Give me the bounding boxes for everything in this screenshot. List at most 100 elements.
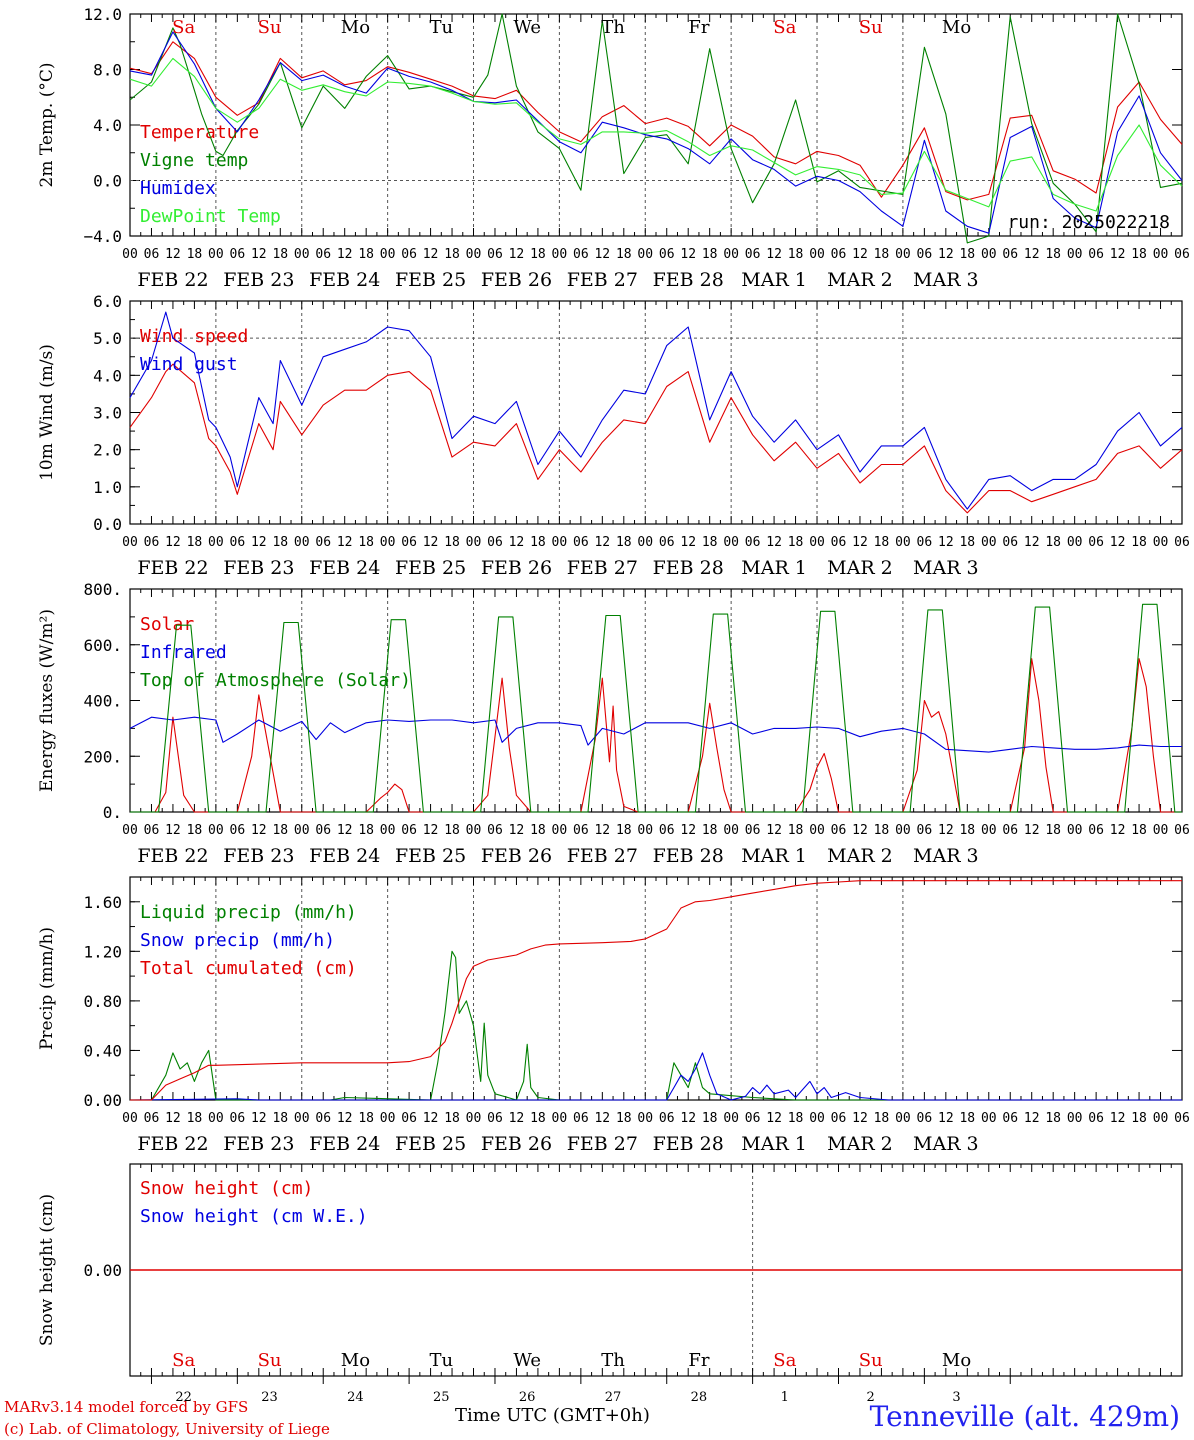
day-number-label: 1 — [781, 1390, 789, 1405]
y-axis-label: Energy fluxes (W/m²) — [37, 609, 57, 792]
series-line-top-of-atmosphere-solar- — [130, 603, 1182, 813]
hour-tick-label: 12 — [1110, 247, 1126, 262]
hour-tick-label: 06 — [917, 535, 933, 550]
hour-tick-label: 00 — [552, 247, 568, 262]
hour-tick-label: 06 — [1174, 823, 1190, 838]
hour-tick-label: 18 — [874, 247, 890, 262]
day-number-label: 2 — [867, 1390, 875, 1405]
hour-tick-label: 00 — [294, 1111, 310, 1126]
hour-tick-label: 06 — [1002, 535, 1018, 550]
date-label: FEB 22 — [137, 557, 208, 579]
y-tick-label: 3.0 — [93, 404, 122, 423]
hour-tick-label: 12 — [1024, 535, 1040, 550]
hour-tick-label: 12 — [680, 1111, 696, 1126]
hour-tick-label: 06 — [831, 535, 847, 550]
hour-tick-label: 00 — [981, 1111, 997, 1126]
legend-entry: Humidex — [140, 178, 216, 199]
hour-tick-label: 18 — [358, 247, 374, 262]
hour-tick-label: 12 — [852, 823, 868, 838]
hour-tick-label: 18 — [1131, 1111, 1147, 1126]
hour-tick-label: 12 — [766, 823, 782, 838]
weekday-label: Su — [258, 17, 282, 38]
date-label: MAR 1 — [741, 557, 807, 579]
legend-entry: Wind speed — [140, 326, 248, 347]
series-line-liquid-precip-mm-h- — [130, 950, 1182, 1101]
legend-entry: Temperature — [140, 122, 259, 143]
hour-tick-label: 06 — [1002, 247, 1018, 262]
y-tick-label: 600. — [83, 636, 122, 655]
hour-tick-label: 06 — [1174, 535, 1190, 550]
hour-tick-label: 00 — [380, 535, 396, 550]
hour-tick-label: 12 — [680, 535, 696, 550]
weekday-label: Mo — [341, 1350, 370, 1371]
hour-tick-label: 18 — [788, 535, 804, 550]
hour-tick-label: 06 — [1088, 1111, 1104, 1126]
date-label: FEB 23 — [223, 845, 294, 867]
hour-tick-label: 18 — [1131, 823, 1147, 838]
weekday-label: Sa — [773, 17, 796, 38]
hour-tick-label: 00 — [1153, 823, 1169, 838]
date-label: FEB 26 — [481, 557, 552, 579]
y-tick-label: 8.0 — [93, 61, 122, 80]
hour-tick-label: 06 — [745, 823, 761, 838]
hour-tick-label: 18 — [187, 535, 203, 550]
hour-tick-label: 18 — [959, 535, 975, 550]
weekday-label: Th — [601, 17, 625, 38]
hour-tick-label: 18 — [358, 535, 374, 550]
hour-tick-label: 18 — [702, 247, 718, 262]
day-number-label: 27 — [605, 1390, 622, 1405]
y-tick-label: 400. — [83, 692, 122, 711]
hour-tick-label: 06 — [917, 823, 933, 838]
hour-tick-label: 12 — [165, 823, 181, 838]
legend-entry: Snow precip (mm/h) — [140, 930, 335, 951]
hour-tick-label: 00 — [981, 823, 997, 838]
weekday-label: Tu — [430, 17, 454, 38]
hour-tick-label: 12 — [766, 247, 782, 262]
hour-tick-label: 18 — [444, 247, 460, 262]
legend-entry: Vigne temp — [140, 150, 248, 171]
date-label: MAR 3 — [913, 557, 979, 579]
hour-tick-label: 00 — [637, 535, 653, 550]
hour-tick-label: 06 — [144, 1111, 160, 1126]
date-label: MAR 2 — [827, 845, 893, 867]
hour-tick-label: 06 — [230, 823, 246, 838]
plot-frame — [129, 13, 1183, 237]
hour-tick-label: 06 — [573, 535, 589, 550]
hour-tick-label: 18 — [358, 823, 374, 838]
day-number-label: 28 — [691, 1390, 708, 1405]
hour-tick-label: 06 — [831, 823, 847, 838]
hour-tick-label: 12 — [766, 535, 782, 550]
legend-entry: Top of Atmosphere (Solar) — [140, 670, 411, 691]
hour-tick-label: 00 — [723, 247, 739, 262]
weekday-label: Sa — [172, 1350, 195, 1371]
hour-tick-label: 06 — [1088, 823, 1104, 838]
hour-tick-label: 00 — [294, 247, 310, 262]
hour-tick-label: 00 — [723, 823, 739, 838]
hour-tick-label: 06 — [1002, 823, 1018, 838]
hour-tick-label: 12 — [1110, 1111, 1126, 1126]
hour-tick-label: 12 — [938, 535, 954, 550]
weekday-label: Sa — [172, 17, 195, 38]
y-tick-label: 1.60 — [83, 893, 122, 912]
hour-tick-label: 12 — [337, 247, 353, 262]
series-line-total-cumulated-cm- — [130, 880, 1182, 1101]
legend-entry: Liquid precip (mm/h) — [140, 902, 357, 923]
hour-tick-label: 12 — [423, 535, 439, 550]
date-label: FEB 24 — [309, 1133, 380, 1155]
y-tick-label: 0.00 — [83, 1091, 122, 1110]
hour-tick-label: 00 — [1067, 247, 1083, 262]
day-number-label: 3 — [952, 1390, 960, 1405]
hour-tick-label: 12 — [337, 1111, 353, 1126]
hour-tick-label: 12 — [1024, 1111, 1040, 1126]
hour-tick-label: 06 — [487, 535, 503, 550]
legend-entry: Infrared — [140, 642, 227, 663]
hour-tick-label: 06 — [401, 247, 417, 262]
run-label: run: 2025022218 — [1007, 212, 1170, 233]
day-number-label: 24 — [347, 1390, 364, 1405]
weekday-label: We — [513, 1350, 541, 1371]
hour-tick-label: 06 — [230, 247, 246, 262]
hour-tick-label: 06 — [573, 823, 589, 838]
hour-tick-label: 18 — [959, 823, 975, 838]
hour-tick-label: 12 — [509, 535, 525, 550]
hour-tick-label: 06 — [144, 823, 160, 838]
